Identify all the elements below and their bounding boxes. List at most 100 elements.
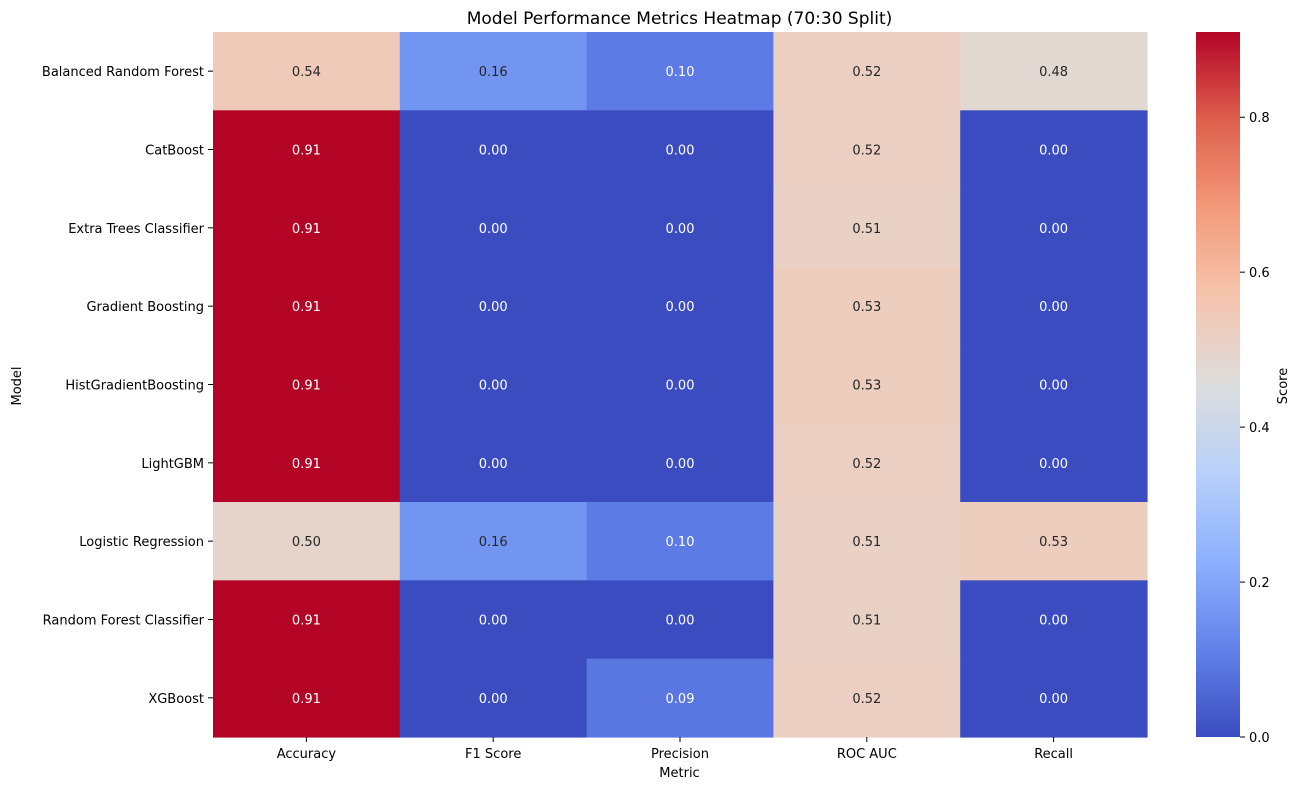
- cell-value-label: 0.00: [479, 300, 508, 315]
- heatmap-cell: [586, 502, 774, 581]
- cell-value-label: 0.16: [479, 535, 508, 550]
- heatmap-cell: [399, 658, 588, 738]
- cell-value-label: 0.51: [852, 535, 881, 550]
- heatmap-cell: [960, 110, 1148, 190]
- heatmap-cell: [586, 188, 774, 268]
- cell-value-label: 0.00: [1039, 457, 1068, 472]
- heatmap-cell: [399, 580, 588, 660]
- cell-value-label: 0.91: [292, 300, 321, 315]
- y-tick-label: Random Forest Classifier: [43, 614, 205, 629]
- chart-title: Model Performance Metrics Heatmap (70:30…: [467, 9, 893, 29]
- y-tick-label: XGBoost: [148, 692, 204, 707]
- cell-value-label: 0.52: [852, 457, 881, 472]
- colorbar-tick-label: 0.6: [1249, 266, 1270, 281]
- heatmap-cell: [773, 423, 961, 503]
- cell-value-label: 0.91: [292, 222, 321, 237]
- cell-value-label: 0.00: [479, 144, 508, 159]
- cell-value-label: 0.91: [292, 692, 321, 707]
- heatmap-cells: 0.54 0.16 0.10 0.52 0.48 0.91 0.00 0.00 0.52 0.00…: [213, 32, 1148, 738]
- heatmap-cell: [213, 658, 401, 738]
- cell-value-label: 0.00: [1039, 614, 1068, 629]
- heatmap-cell: [399, 502, 588, 581]
- heatmap-cell: [960, 32, 1148, 111]
- heatmap-cell: [213, 267, 401, 346]
- cell-value-label: 0.10: [666, 65, 695, 80]
- heatmap-cell: [586, 345, 774, 425]
- cell-value-label: 0.51: [852, 614, 881, 629]
- heatmap-cell: [773, 188, 961, 268]
- heatmap-cell: [586, 110, 774, 190]
- cell-value-label: 0.00: [1039, 300, 1068, 315]
- heatmap-cell: [586, 267, 774, 346]
- x-tick-label: Recall: [1034, 747, 1073, 762]
- y-tick-label: LightGBM: [141, 457, 204, 472]
- heatmap-cell: [213, 423, 401, 503]
- y-tick-label: CatBoost: [145, 144, 204, 159]
- heatmap-cell: [960, 580, 1148, 660]
- heatmap-cell: [773, 32, 961, 111]
- heatmap-cell: [399, 188, 588, 268]
- heatmap-cell: [960, 423, 1148, 503]
- colorbar-gradient: [1196, 32, 1240, 737]
- heatmap-cell: [960, 188, 1148, 268]
- heatmap-cell: [773, 580, 961, 660]
- cell-value-label: 0.52: [852, 692, 881, 707]
- cell-value-label: 0.00: [666, 222, 695, 237]
- x-tick-label: F1 Score: [465, 747, 521, 762]
- cell-value-label: 0.00: [666, 379, 695, 394]
- cell-value-label: 0.00: [1039, 222, 1068, 237]
- cell-value-label: 0.00: [479, 457, 508, 472]
- colorbar-label: Score: [1276, 368, 1291, 404]
- heatmap-cell: [586, 423, 774, 503]
- heatmap-cell: [586, 32, 774, 111]
- heatmap-cell: [586, 580, 774, 660]
- heatmap-cell: [399, 345, 588, 425]
- heatmap-cell: [960, 658, 1148, 738]
- cell-value-label: 0.00: [666, 614, 695, 629]
- cell-value-label: 0.16: [479, 65, 508, 80]
- heatmap-cell: [213, 188, 401, 268]
- cell-value-label: 0.00: [479, 379, 508, 394]
- heatmap-cell: [399, 423, 588, 503]
- cell-value-label: 0.53: [852, 379, 881, 394]
- cell-value-label: 0.10: [666, 535, 695, 550]
- heatmap-cell: [399, 267, 588, 346]
- colorbar-tick-label: 0.0: [1249, 731, 1270, 746]
- cell-value-label: 0.00: [1039, 692, 1068, 707]
- heatmap-cell: [586, 658, 774, 738]
- cell-value-label: 0.53: [852, 300, 881, 315]
- colorbar-tick-label: 0.4: [1249, 421, 1270, 436]
- y-tick-label: Gradient Boosting: [86, 300, 204, 315]
- y-tick-label: HistGradientBoosting: [65, 379, 204, 394]
- cell-value-label: 0.00: [479, 614, 508, 629]
- heatmap-cell: [960, 345, 1148, 425]
- cell-value-label: 0.00: [1039, 144, 1068, 159]
- heatmap-cell: [213, 110, 401, 190]
- cell-value-label: 0.91: [292, 457, 321, 472]
- cell-value-label: 0.91: [292, 614, 321, 629]
- heatmap-cell: [773, 110, 961, 190]
- heatmap-cell: [960, 267, 1148, 346]
- cell-value-label: 0.51: [852, 222, 881, 237]
- heatmap-cell: [960, 502, 1148, 581]
- y-tick-label: Balanced Random Forest: [42, 65, 204, 80]
- cell-value-label: 0.00: [479, 222, 508, 237]
- heatmap-cell: [213, 32, 401, 111]
- heatmap-cell: [213, 580, 401, 660]
- y-axis-ticks: Balanced Random Forest CatBoost Extra Tree…: [42, 65, 213, 707]
- cell-value-label: 0.54: [292, 65, 321, 80]
- y-axis-label: Model: [10, 366, 25, 405]
- heatmap-cell: [399, 32, 588, 111]
- y-tick-label: Logistic Regression: [79, 535, 204, 550]
- x-tick-label: ROC AUC: [837, 747, 897, 762]
- heatmap-cell: [773, 502, 961, 581]
- x-tick-label: Precision: [651, 747, 709, 762]
- heatmap-cell: [399, 110, 588, 190]
- heatmap-cell: [773, 267, 961, 346]
- x-tick-label: Accuracy: [277, 747, 337, 762]
- cell-value-label: 0.48: [1039, 65, 1068, 80]
- cell-value-label: 0.00: [666, 457, 695, 472]
- heatmap-cell: [773, 658, 961, 738]
